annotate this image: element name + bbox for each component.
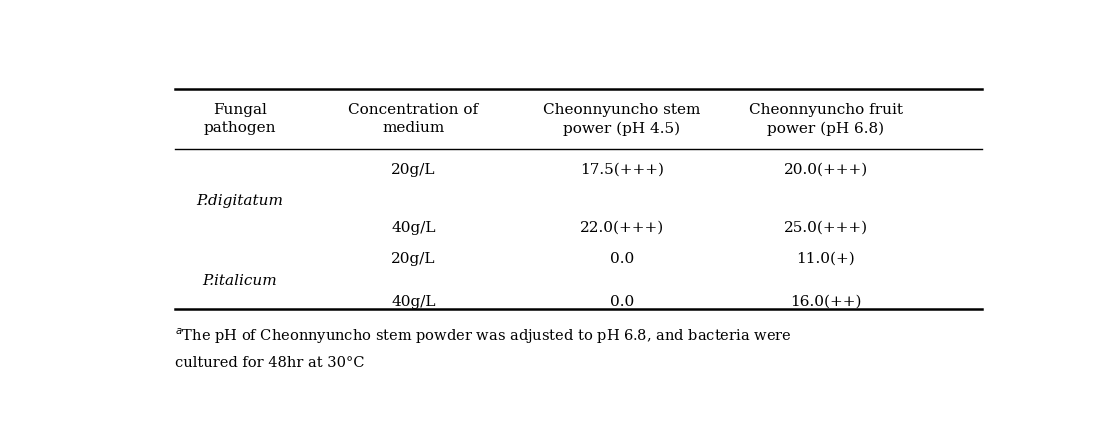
Text: 25.0(+++): 25.0(+++) <box>784 221 868 235</box>
Text: 40g/L: 40g/L <box>391 295 436 309</box>
Text: cultured for 48hr at 30°C: cultured for 48hr at 30°C <box>175 356 364 371</box>
Text: Concentration of
medium: Concentration of medium <box>348 103 478 135</box>
Text: 40g/L: 40g/L <box>391 221 436 235</box>
Text: 11.0(+): 11.0(+) <box>796 252 855 266</box>
Text: 17.5(+++): 17.5(+++) <box>580 163 664 177</box>
Text: 22.0(+++): 22.0(+++) <box>580 221 664 235</box>
Text: P.italicum: P.italicum <box>203 274 277 288</box>
Text: Fungal
pathogen: Fungal pathogen <box>204 103 276 135</box>
Text: P.digitatum: P.digitatum <box>196 194 283 208</box>
Text: 0.0: 0.0 <box>609 295 634 309</box>
Text: 16.0(++): 16.0(++) <box>790 295 861 309</box>
Text: 20.0(+++): 20.0(+++) <box>784 163 868 177</box>
Text: $^a$The pH of Cheonnyuncho stem powder was adjusted to pH 6.8, and bacteria were: $^a$The pH of Cheonnyuncho stem powder w… <box>175 326 792 346</box>
Text: Cheonnyuncho stem
power (pH 4.5): Cheonnyuncho stem power (pH 4.5) <box>543 103 700 136</box>
Text: 0.0: 0.0 <box>609 252 634 266</box>
Text: 20g/L: 20g/L <box>391 252 436 266</box>
Text: 20g/L: 20g/L <box>391 163 436 177</box>
Text: Cheonnyuncho fruit
power (pH 6.8): Cheonnyuncho fruit power (pH 6.8) <box>748 103 903 136</box>
